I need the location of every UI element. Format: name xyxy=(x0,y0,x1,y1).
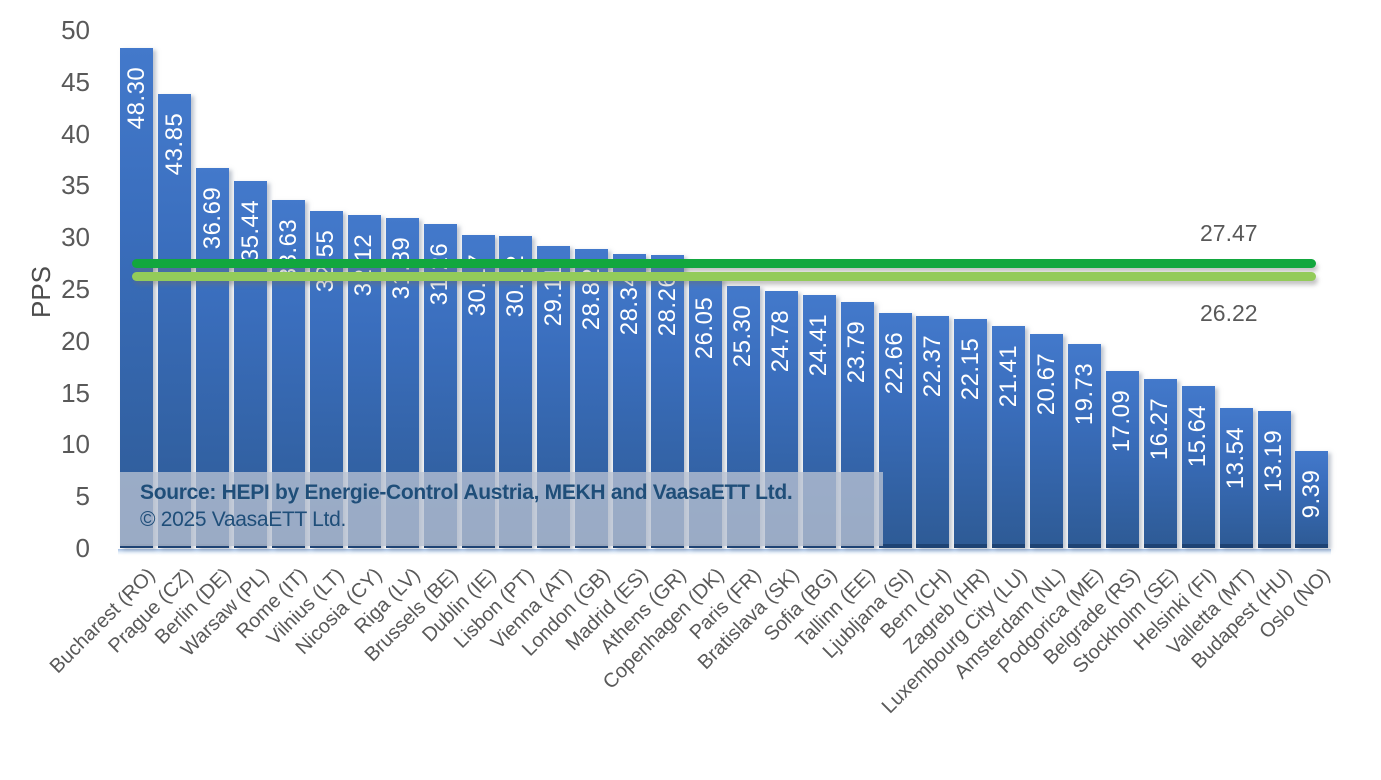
bar-value-label: 36.69 xyxy=(198,186,226,250)
bar-value-label: 9.39 xyxy=(1297,469,1325,519)
bar-value-label: 23.79 xyxy=(843,320,871,383)
bar xyxy=(1105,370,1139,548)
y-tick-label: 30 xyxy=(61,222,90,253)
bar xyxy=(916,316,950,548)
bar xyxy=(1257,411,1291,548)
reference-line xyxy=(132,271,1316,281)
source-text: Source: HEPI by Energie-Control Austria,… xyxy=(140,481,793,504)
bar-value-label: 33.63 xyxy=(274,218,302,281)
y-tick-label: 0 xyxy=(75,533,90,563)
bar-value-label: 21.41 xyxy=(994,344,1022,408)
bar xyxy=(1181,385,1215,548)
reference-line-label: 27.47 xyxy=(1200,220,1258,247)
reference-line-label: 26.22 xyxy=(1200,300,1258,327)
bar xyxy=(878,313,912,548)
bar-value-label: 13.19 xyxy=(1260,430,1288,493)
bar-value-label: 22.66 xyxy=(881,332,909,395)
bar xyxy=(1068,343,1102,548)
bar-value-label: 48.30 xyxy=(122,66,150,129)
bar-value-label: 30.12 xyxy=(501,254,529,318)
bar-value-label: 28.82 xyxy=(577,268,605,331)
bar-value-label: 22.37 xyxy=(918,335,946,398)
bar-value-label: 26.05 xyxy=(691,296,719,360)
bar-value-label: 30.17 xyxy=(464,254,492,317)
bar-value-label: 24.78 xyxy=(767,310,795,373)
y-tick-label: 35 xyxy=(61,170,90,201)
bar xyxy=(1219,407,1253,548)
bar-value-label: 19.73 xyxy=(1070,362,1098,425)
y-tick-label: 45 xyxy=(61,66,90,97)
bar-value-label: 24.41 xyxy=(805,313,833,377)
bar xyxy=(1295,450,1329,548)
reference-line xyxy=(132,258,1316,268)
y-tick-label: 50 xyxy=(61,15,90,45)
y-tick-label: 20 xyxy=(61,325,90,356)
copyright-text: © 2025 VaasaETT Ltd. xyxy=(140,508,346,531)
bar xyxy=(992,326,1026,548)
bar-value-label: 20.67 xyxy=(1032,352,1060,416)
bar xyxy=(1143,379,1177,548)
y-tick-label: 15 xyxy=(61,377,90,408)
bar-value-label: 22.15 xyxy=(956,337,984,400)
y-tick-label: 5 xyxy=(75,481,90,512)
bar-value-label: 15.64 xyxy=(1184,404,1212,468)
source-attribution-box: Source: HEPI by Energie-Control Austria,… xyxy=(120,472,883,546)
bar-value-label: 13.54 xyxy=(1222,426,1250,490)
baseline-strip xyxy=(118,549,1331,555)
y-tick-label: 10 xyxy=(61,429,90,460)
bar-value-label: 25.30 xyxy=(729,304,757,368)
bar xyxy=(954,318,988,548)
bar-value-label: 43.85 xyxy=(160,112,188,176)
y-tick-label: 25 xyxy=(61,274,90,304)
bar xyxy=(1030,333,1064,548)
bar-value-label: 17.09 xyxy=(1108,389,1136,453)
y-tick-label: 40 xyxy=(61,118,90,149)
bar-value-label: 16.27 xyxy=(1146,398,1174,461)
